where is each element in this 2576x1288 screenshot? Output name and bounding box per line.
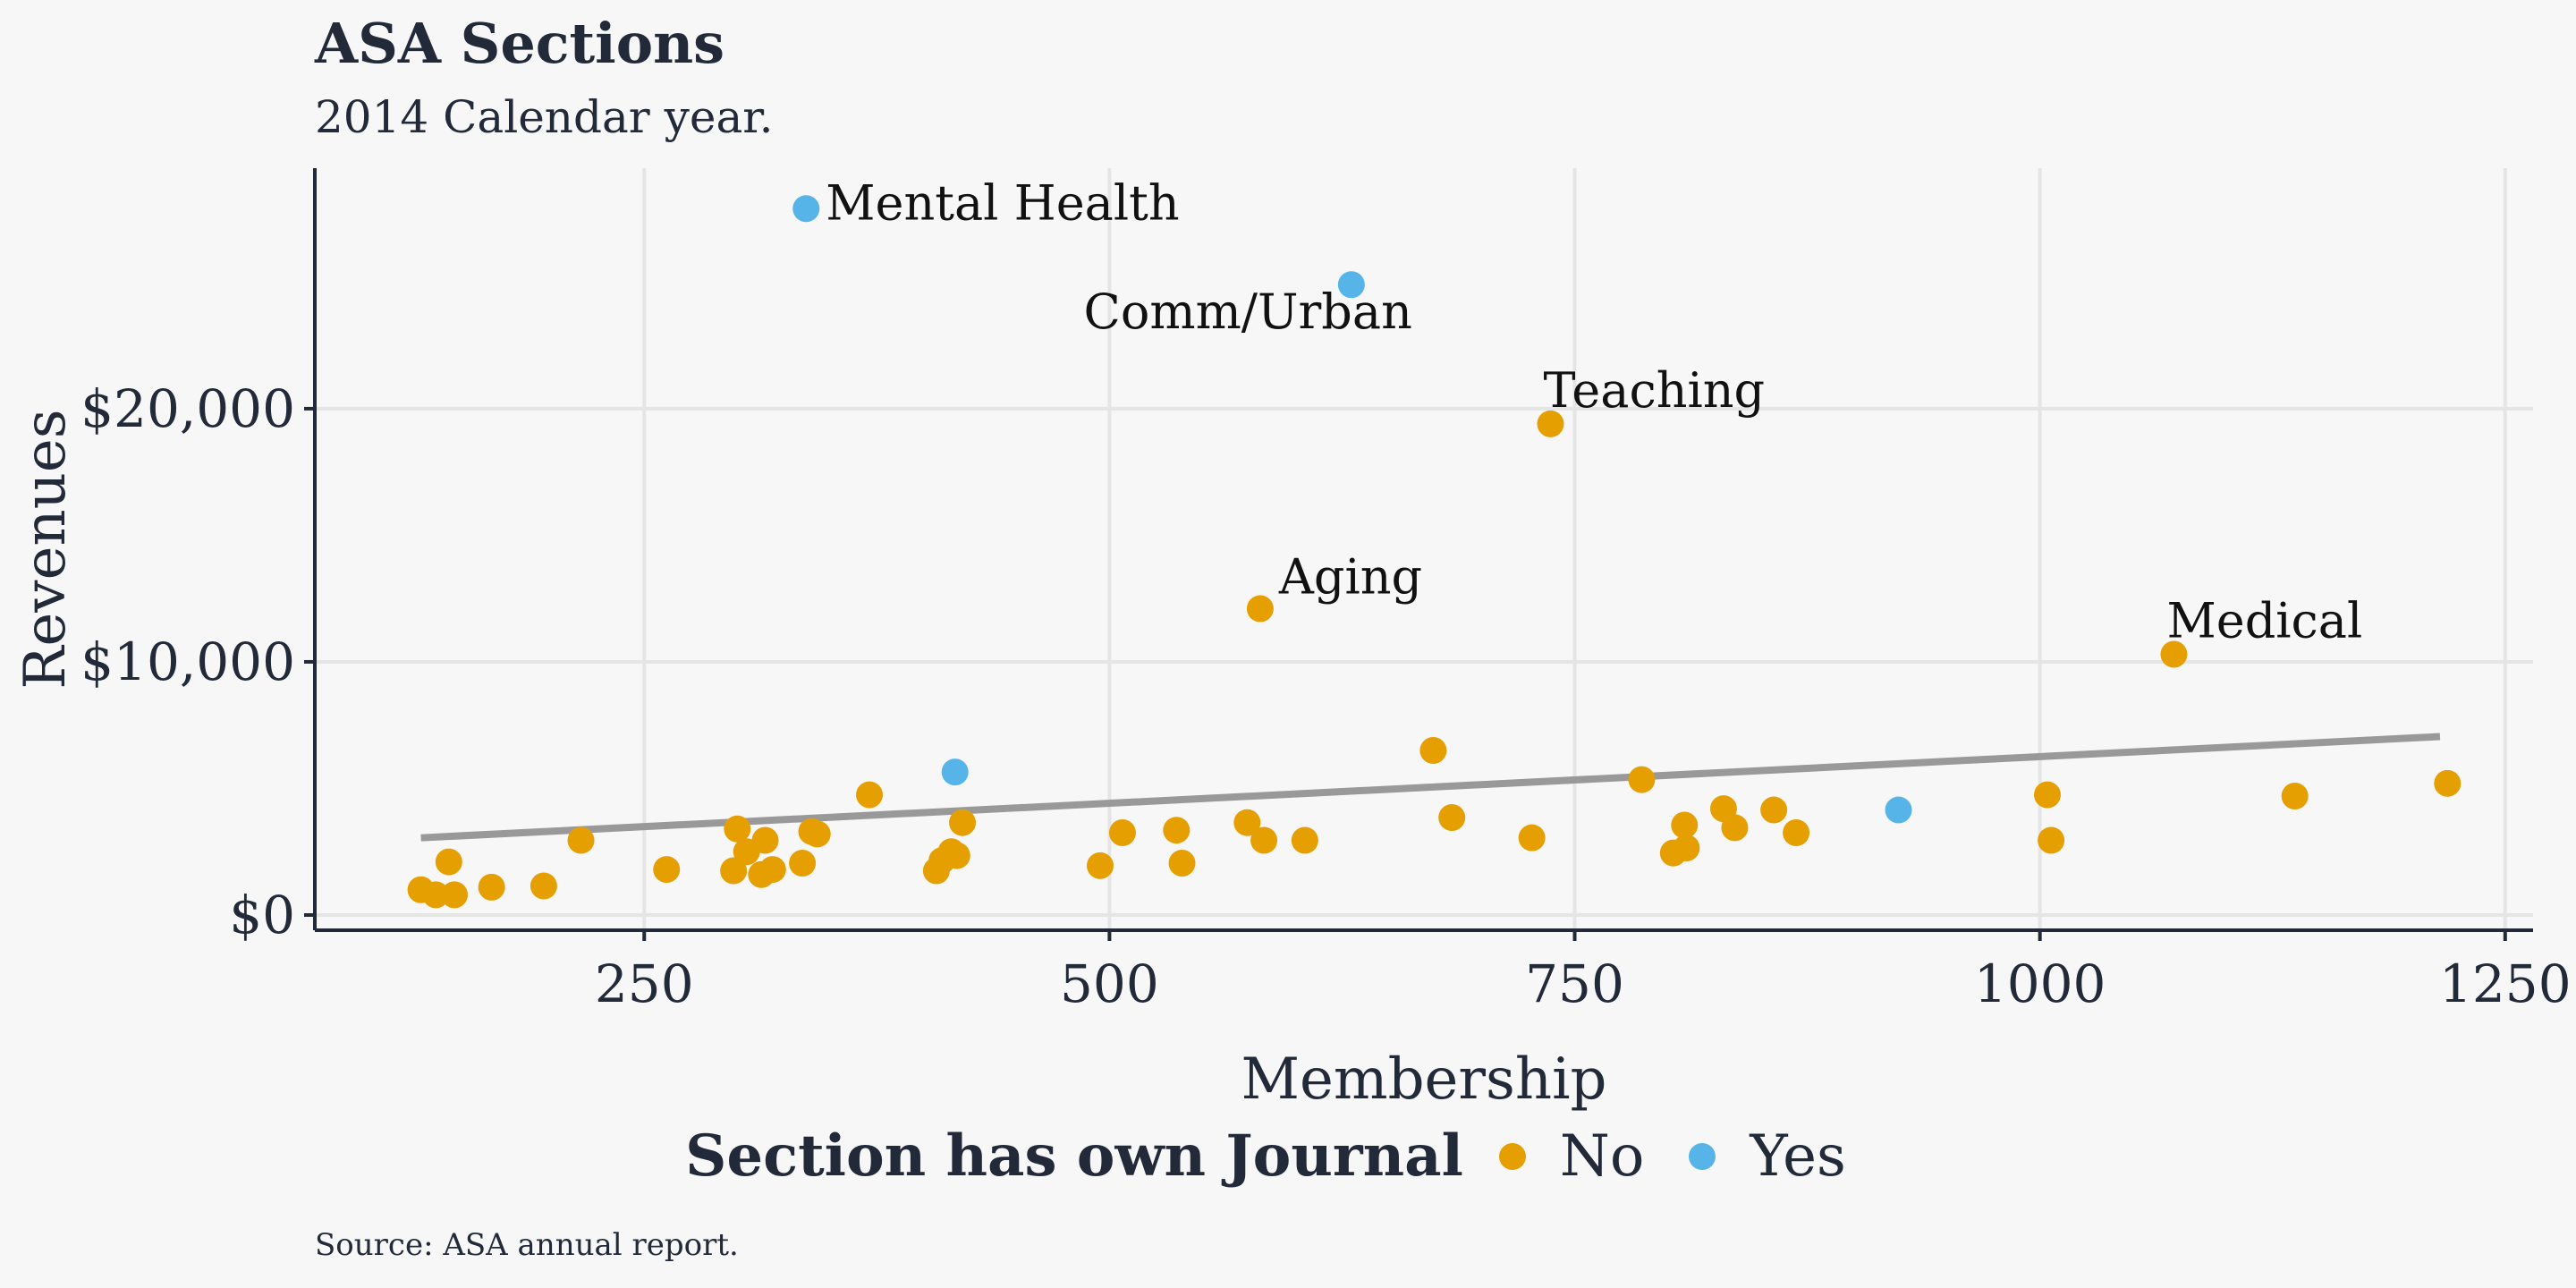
data-point-no (1671, 811, 1699, 839)
data-point-no (1291, 826, 1318, 854)
point-annotation: Medical (2166, 592, 2362, 648)
data-point-no (2281, 782, 2309, 809)
data-point-no (1438, 804, 1466, 832)
data-point-no (949, 809, 977, 836)
trend-line (420, 733, 2441, 842)
x-axis-title: Membership (1241, 1046, 1606, 1113)
legend-yes-swatch (1689, 1142, 1716, 1170)
data-point-no (751, 826, 779, 854)
legend-item-no: No (1498, 1123, 1645, 1190)
chart-title: ASA Sections (315, 11, 725, 76)
data-point-no (1233, 809, 1261, 836)
x-tick-label: 500 (1060, 953, 1159, 1014)
data-point-no (653, 856, 681, 884)
legend-item-yes: Yes (1689, 1123, 1846, 1190)
legend-yes-label: Yes (1750, 1123, 1846, 1190)
data-point-no (441, 881, 469, 909)
data-point-no (724, 815, 751, 843)
data-point-no (1168, 849, 1196, 877)
data-point-no (1628, 766, 1656, 793)
x-tick-label: 250 (595, 953, 694, 1014)
data-point-yes (1885, 796, 1912, 824)
data-point-no (422, 881, 450, 909)
data-point-no (1760, 796, 1788, 824)
x-tick-label: 1250 (2439, 953, 2572, 1014)
data-point-no (1419, 737, 1447, 765)
data-point-no (2038, 826, 2065, 854)
data-point-no (803, 820, 831, 848)
data-point-no (758, 856, 786, 884)
data-point-yes (1337, 271, 1365, 299)
y-tick-label: $0 (229, 885, 295, 945)
data-point-no (1250, 826, 1278, 854)
data-point-no (2434, 769, 2462, 797)
data-point-no (567, 826, 595, 854)
data-point-no (789, 849, 817, 877)
data-point-no (530, 872, 557, 900)
scatter-plot: 250 500 750 1000 1250 $0 $10,000 $20,000 Members… (13, 168, 2572, 1113)
data-point-no (720, 857, 748, 885)
point-annotation: Comm/Urban (1084, 284, 1412, 340)
point-annotation: Teaching (1543, 362, 1765, 419)
data-point-no (1518, 824, 1546, 852)
data-point-yes (792, 195, 820, 223)
legend-no-label: No (1559, 1123, 1645, 1190)
legend: Section has own Journal No Yes (0, 1123, 2576, 1190)
legend-no-swatch (1498, 1142, 1526, 1170)
data-point-no (856, 781, 883, 809)
y-tick-label: $20,000 (80, 378, 295, 439)
data-point-no (1086, 852, 1114, 879)
data-point-no (1721, 814, 1749, 842)
data-point-yes (941, 758, 969, 786)
point-annotation: Mental Health (826, 174, 1179, 231)
data-point-no (1783, 819, 1810, 847)
data-point-no (1673, 835, 1700, 862)
source-caption: Source: ASA annual report. (315, 1227, 739, 1263)
data-point-no (943, 842, 970, 869)
point-annotation: Aging (1278, 549, 1422, 606)
x-tick-label: 750 (1525, 953, 1624, 1014)
data-point-no (2160, 640, 2188, 668)
data-point-no (1163, 817, 1191, 844)
data-point-no (1537, 410, 1564, 437)
y-tick-label: $10,000 (80, 631, 295, 692)
data-point-no (1108, 819, 1136, 847)
legend-title: Section has own Journal (685, 1123, 1463, 1190)
data-point-no (1246, 595, 1274, 623)
x-tick-label: 1000 (1974, 953, 2106, 1014)
data-point-no (435, 848, 462, 876)
chart-subtitle: 2014 Calendar year. (315, 91, 774, 143)
y-axis-title: Revenues (13, 409, 79, 689)
data-point-no (478, 873, 505, 901)
data-point-no (2033, 781, 2061, 809)
